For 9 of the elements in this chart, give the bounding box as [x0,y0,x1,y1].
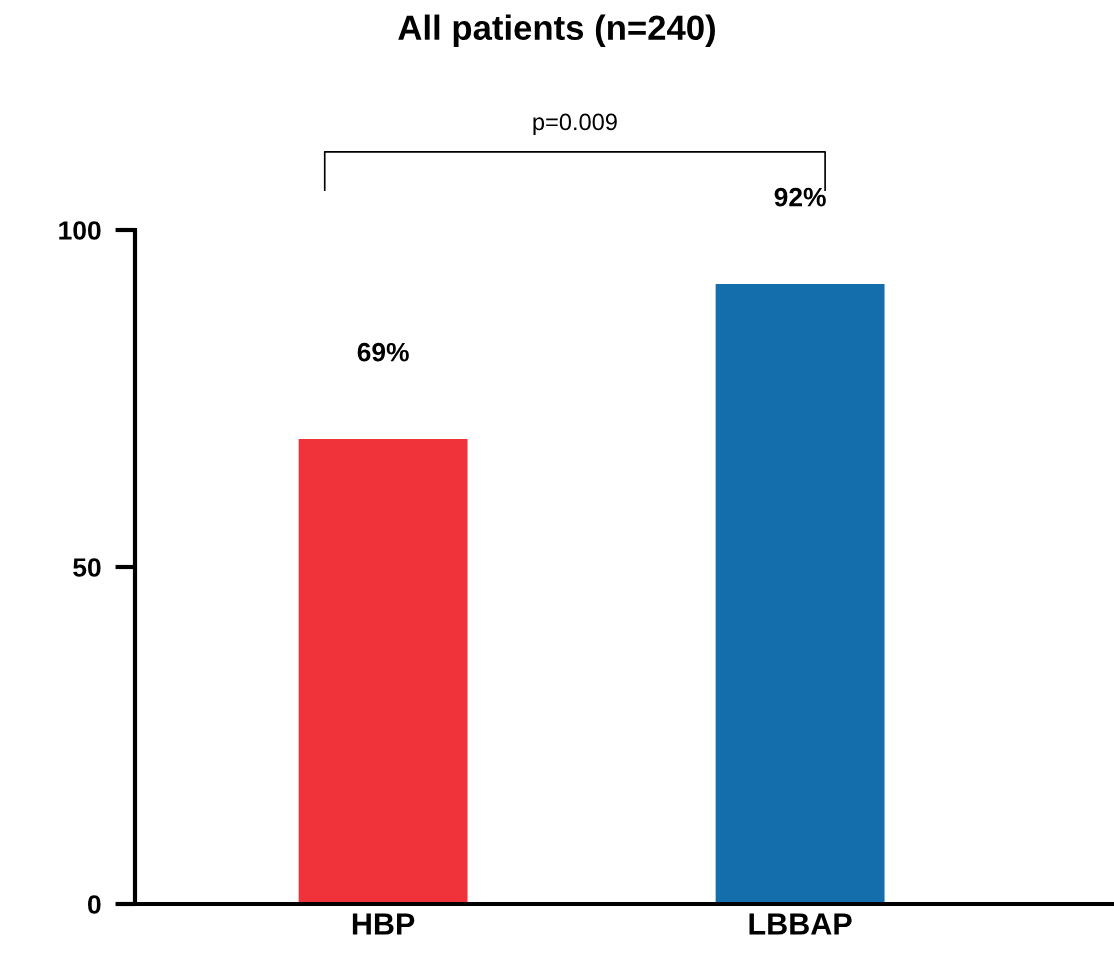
chart-title: All patients (n=240) [398,14,715,47]
y-tick-label: 0 [88,895,101,914]
text: p=0.009 [533,113,617,135]
y-tick-label: 100 [59,221,101,240]
data-label: 69% [357,342,409,362]
x-tick-label: LBBAP [749,913,852,935]
y-tick-label: 50 [73,558,101,577]
data-label: 92% [774,187,826,207]
x-tick-label: HBP [352,913,415,935]
